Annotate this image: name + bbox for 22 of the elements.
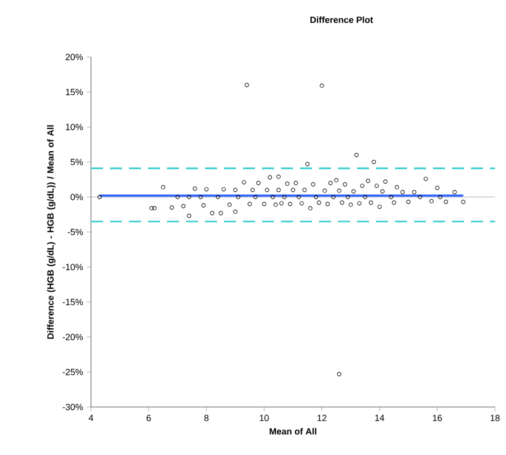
y-tick-label: 15% (66, 88, 83, 96)
x-tick-label: 6 (146, 414, 151, 422)
y-tick-label: -25% (62, 368, 83, 376)
y-tick-label: 5% (70, 158, 83, 166)
y-tick-label: -15% (62, 298, 83, 306)
x-tick-label: 16 (432, 414, 442, 422)
y-tick-label: 10% (66, 124, 83, 130)
y-tick-label: -20% (62, 334, 83, 340)
x-axis-title: Mean of All (270, 428, 316, 435)
x-tick-label: 18 (490, 414, 500, 422)
x-tick-label: 4 (88, 414, 94, 421)
x-tick-label: 12 (318, 414, 326, 422)
x-tick-label: 10 (260, 414, 269, 422)
y-tick-label: -30% (62, 404, 83, 410)
y-tick-label: 0% (70, 194, 83, 200)
y-tick-label: 20% (66, 54, 83, 60)
chart-title: Difference Plot (310, 16, 373, 24)
y-tick-label: -10% (62, 264, 83, 270)
x-tick-label: 14 (375, 414, 384, 421)
y-tick-label: -5% (68, 228, 83, 236)
x-tick-label: 8 (204, 414, 209, 422)
y-axis-title: Difference (HGB (g/dL) - HGB (g/dL)) / Mean of All (47, 125, 56, 339)
